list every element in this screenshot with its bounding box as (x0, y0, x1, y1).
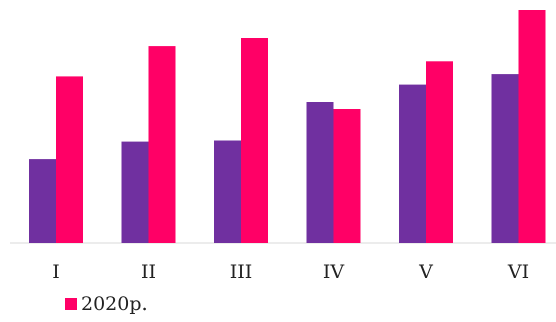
bar-series-1-V (399, 84, 426, 243)
x-tick-label-I: I (52, 261, 60, 283)
x-tick-label-VI: VI (507, 261, 529, 283)
legend-label-series-2: 2020р. (81, 293, 148, 315)
x-tick-labels: I II III IV V VI (52, 261, 529, 283)
legend-marker: . (141, 293, 148, 315)
bar-series-2-VI (518, 10, 546, 243)
bar-series-1-I (29, 159, 56, 243)
x-tick-label-IV: IV (323, 261, 345, 283)
bar-series-1-VI (491, 74, 519, 243)
bar-series-2-IV (333, 109, 361, 243)
bar-series-1-III (214, 140, 241, 243)
bar-series-2-II (148, 46, 176, 243)
bar-series-1-II (121, 141, 149, 243)
bar-series-2-I (56, 76, 83, 244)
bar-series-2-V (426, 61, 453, 243)
bars-group (29, 10, 546, 244)
x-tick-label-II: II (141, 261, 156, 283)
legend-swatch-series-2 (65, 298, 77, 310)
bar-series-1-IV (306, 102, 334, 243)
x-tick-label-V: V (418, 261, 433, 283)
x-tick-label-III: III (230, 261, 253, 283)
legend: 2020р. . (65, 293, 148, 315)
bar-series-2-III (241, 38, 268, 243)
